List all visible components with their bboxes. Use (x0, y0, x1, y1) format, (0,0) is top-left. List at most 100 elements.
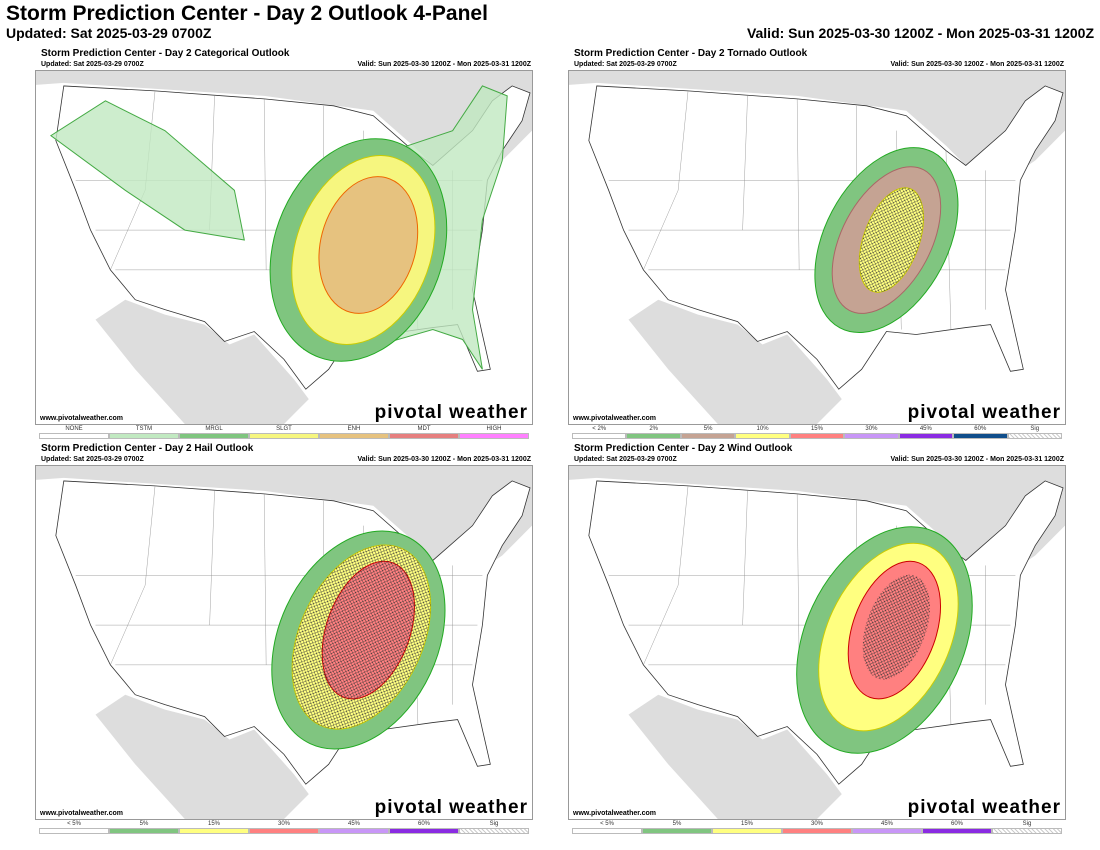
legend-swatch (389, 433, 459, 439)
legend-item: HIGH (459, 426, 529, 439)
legend-label: 30% (810, 821, 823, 827)
panel-valid: Valid: Sun 2025-03-30 1200Z - Mon 2025-0… (357, 61, 531, 68)
legend-label: 45% (880, 821, 893, 827)
legend-swatch (1007, 433, 1062, 439)
site-url: www.pivotalweather.com (573, 415, 656, 422)
pivotal-weather-logo: pivotal weather (374, 402, 528, 423)
legend-swatch (782, 828, 852, 834)
legend-swatch (626, 433, 681, 439)
legend-item: 15% (712, 821, 782, 834)
pivotal-weather-logo: pivotal weather (907, 797, 1061, 818)
legend-label: MRGL (205, 426, 223, 432)
legend-swatch (249, 433, 319, 439)
legend-swatch (735, 433, 790, 439)
panel-updated: Updated: Sat 2025-03-29 0700Z (41, 456, 144, 463)
legend-item: < 5% (572, 821, 642, 834)
legend-item: Sig (1007, 426, 1062, 439)
legend-label: < 2% (592, 426, 607, 432)
legend-label: 45% (919, 426, 932, 432)
legend-label: 15% (207, 821, 220, 827)
legend: NONE TSTM MRGL SLGT ENH MDT HIGH (39, 426, 529, 439)
legend-label: 15% (740, 821, 753, 827)
legend-swatch (459, 433, 529, 439)
tornado-outlook-panel: Storm Prediction Center - Day 2 Tornado … (568, 48, 1068, 439)
legend-label: < 5% (67, 821, 81, 827)
legend-label: 5% (703, 426, 713, 432)
panel-title: Storm Prediction Center - Day 2 Tornado … (574, 48, 808, 59)
legend-item: Sig (992, 821, 1062, 834)
legend-swatch (389, 828, 459, 834)
legend-label: Sig (1022, 821, 1032, 827)
legend-label: < 5% (600, 821, 614, 827)
legend-swatch (319, 433, 389, 439)
legend-swatch (109, 828, 179, 834)
legend-item: 60% (922, 821, 992, 834)
legend-label: 10% (756, 426, 769, 432)
legend-item: < 2% (572, 426, 627, 439)
legend-item: NONE (39, 426, 109, 439)
legend-swatch (39, 828, 109, 834)
legend-item: SLGT (249, 426, 319, 439)
legend-label: HIGH (486, 426, 502, 432)
legend-label: 60% (417, 821, 430, 827)
legend-swatch (789, 433, 845, 439)
legend-label: 45% (347, 821, 360, 827)
legend-swatch (39, 433, 109, 439)
panel-title: Storm Prediction Center - Day 2 Hail Out… (41, 443, 254, 454)
site-url: www.pivotalweather.com (573, 810, 656, 817)
legend-item: < 5% (39, 821, 109, 834)
panel-valid: Valid: Sun 2025-03-30 1200Z - Mon 2025-0… (890, 61, 1064, 68)
panel-updated: Updated: Sat 2025-03-29 0700Z (574, 61, 677, 68)
legend-item: 15% (789, 426, 845, 439)
legend-swatch (109, 433, 179, 439)
legend-item: TSTM (109, 426, 179, 439)
legend-item: 5% (109, 821, 179, 834)
legend-swatch (898, 433, 954, 439)
legend-item: 5% (680, 426, 736, 439)
legend-label: 5% (672, 821, 682, 827)
legend-item: 30% (249, 821, 319, 834)
pivotal-weather-logo: pivotal weather (907, 402, 1061, 423)
tornado-map[interactable]: www.pivotalweather.com pivotal weather (568, 70, 1066, 425)
legend-swatch (852, 828, 922, 834)
legend-item: 60% (389, 821, 459, 834)
legend-item: 60% (953, 426, 1008, 439)
legend-item: 45% (852, 821, 922, 834)
legend-label: 2% (649, 426, 658, 432)
legend: < 2% 2% 5% 10% 15% 30% 45% 60% Sig (572, 426, 1062, 439)
site-url: www.pivotalweather.com (40, 415, 123, 422)
legend-label: MDT (417, 426, 431, 432)
legend-swatch (319, 828, 389, 834)
legend-item: 45% (319, 821, 389, 834)
legend-label: 5% (139, 821, 149, 827)
legend: < 5% 5% 15% 30% 45% 60% Sig (39, 821, 529, 834)
legend-item: ENH (319, 426, 389, 439)
legend-swatch (844, 433, 899, 439)
legend-swatch (572, 828, 642, 834)
updated-time: Updated: Sat 2025-03-29 0700Z (6, 25, 212, 41)
categorical-map[interactable]: www.pivotalweather.com pivotal weather (35, 70, 533, 425)
panel-title: Storm Prediction Center - Day 2 Wind Out… (574, 443, 793, 454)
legend-item: 2% (626, 426, 681, 439)
legend-item: MRGL (179, 426, 249, 439)
panel-updated: Updated: Sat 2025-03-29 0700Z (574, 456, 677, 463)
wind-map[interactable]: www.pivotalweather.com pivotal weather (568, 465, 1066, 820)
page-title: Storm Prediction Center - Day 2 Outlook … (6, 2, 488, 25)
hail-map[interactable]: www.pivotalweather.com pivotal weather (35, 465, 533, 820)
legend-item: 30% (782, 821, 852, 834)
legend-swatch (922, 828, 992, 834)
legend-swatch (179, 433, 249, 439)
legend-label: 30% (865, 426, 878, 432)
legend-label: 15% (810, 426, 823, 432)
legend-swatch (572, 433, 627, 439)
legend-swatch (459, 828, 529, 834)
legend-item: 5% (642, 821, 712, 834)
legend-swatch (712, 828, 782, 834)
legend-swatch (249, 828, 319, 834)
legend-label: ENH (347, 426, 361, 432)
legend-label: 30% (277, 821, 290, 827)
panel-valid: Valid: Sun 2025-03-30 1200Z - Mon 2025-0… (890, 456, 1064, 463)
panel-valid: Valid: Sun 2025-03-30 1200Z - Mon 2025-0… (357, 456, 531, 463)
categorical-outlook-panel: Storm Prediction Center - Day 2 Categori… (35, 48, 535, 439)
legend-item: 15% (179, 821, 249, 834)
